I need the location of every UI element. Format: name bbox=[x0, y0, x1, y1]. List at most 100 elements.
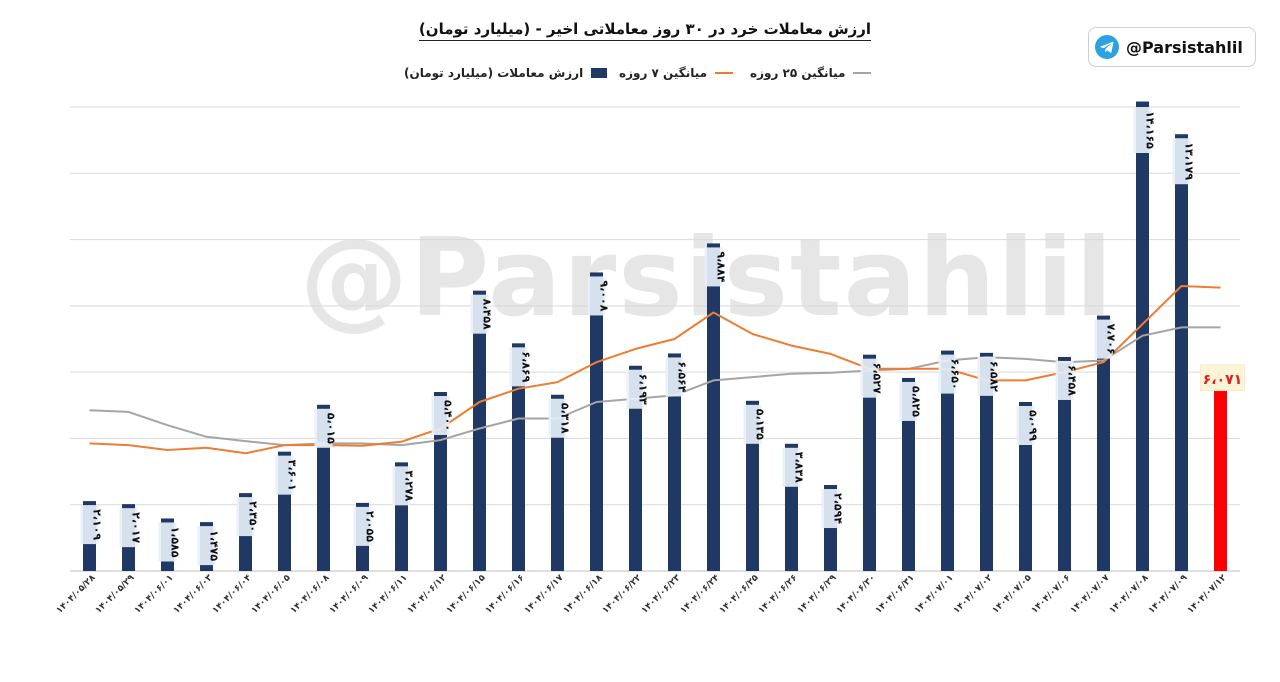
x-tick-label: ۱۴۰۴/۰۶/۰۹ bbox=[328, 573, 371, 616]
data-label-bg bbox=[119, 508, 138, 548]
data-label: ۶،۰۷۱ bbox=[1203, 372, 1243, 388]
legend-item-ma25: میانگین ۲۵ روزه bbox=[750, 66, 872, 80]
data-label: ۱۳،۱۷۹ bbox=[1183, 142, 1196, 180]
data-label: ۵،۱۳۵ bbox=[754, 409, 767, 440]
x-tick-label: ۱۴۰۴/۰۷/۰۶ bbox=[1030, 573, 1073, 616]
bar bbox=[590, 272, 603, 571]
data-label: ۵،۴۰۰ bbox=[442, 400, 455, 431]
data-label-bg bbox=[860, 358, 879, 398]
legend-item-bars: ارزش معاملات (میلیارد تومان) bbox=[404, 66, 608, 80]
data-label: ۶،۵۸۲ bbox=[988, 361, 1001, 392]
bar bbox=[629, 365, 642, 571]
legend-label-bars: ارزش معاملات (میلیارد تومان) bbox=[404, 66, 584, 80]
x-tick-label: ۱۴۰۴/۰۶/۰۸ bbox=[289, 573, 332, 616]
bar bbox=[1175, 134, 1188, 572]
data-label: ۶،۴۵۸ bbox=[1066, 365, 1079, 396]
legend: ارزش معاملات (میلیارد تومان) میانگین ۷ ر… bbox=[0, 64, 1280, 86]
data-label: ۲،۰۵۵ bbox=[364, 511, 377, 542]
x-tick-label: ۱۴۰۴/۰۶/۳۱ bbox=[874, 573, 917, 616]
data-label: ۹،۰۰۸ bbox=[598, 280, 611, 311]
data-label: ۵،۰۹۹ bbox=[1027, 410, 1040, 441]
data-label: ۶،۶۵۰ bbox=[949, 359, 962, 390]
legend-label-ma7: میانگین ۷ روزه bbox=[619, 66, 708, 80]
data-label-bg bbox=[197, 526, 216, 566]
x-tick-label: ۱۴۰۴/۰۶/۱۱ bbox=[367, 573, 410, 616]
data-label: ۲،۱۰۹ bbox=[91, 509, 104, 540]
data-label: ۶،۵۲۷ bbox=[871, 363, 884, 394]
x-tick-label: ۱۴۰۴/۰۷/۰۵ bbox=[991, 573, 1034, 616]
x-tick-label: ۱۴۰۴/۰۶/۲۵ bbox=[718, 573, 761, 616]
data-label: ۳،۲۷۸ bbox=[403, 470, 416, 501]
data-label-bg bbox=[353, 506, 372, 546]
data-label: ۶،۵۶۴ bbox=[676, 361, 689, 392]
legend-label-ma25: میانگین ۲۵ روزه bbox=[750, 66, 846, 80]
bar bbox=[902, 377, 915, 571]
data-label-bg bbox=[665, 357, 684, 397]
x-tick-label: ۱۴۰۴/۰۷/۰۸ bbox=[1108, 573, 1151, 616]
x-tick-label: ۱۴۰۴/۰۶/۲۶ bbox=[757, 573, 800, 616]
channel-handle: @Parsistahlil bbox=[1126, 37, 1243, 57]
data-label-bg bbox=[1016, 406, 1035, 446]
x-tick-label: ۱۴۰۴/۰۶/۱۶ bbox=[484, 573, 527, 616]
x-tick-label: ۱۴۰۴/۰۵/۲۸ bbox=[55, 573, 98, 616]
chart-title: ارزش معاملات خرد در ۳۰ روز معاملاتی اخیر… bbox=[0, 20, 1280, 41]
bar bbox=[1058, 356, 1071, 571]
x-tick-label: ۱۴۰۴/۰۶/۰۴ bbox=[211, 573, 254, 616]
data-label-bg bbox=[899, 381, 918, 421]
bar bbox=[863, 354, 876, 571]
data-label: ۱۴،۱۶۵ bbox=[1144, 111, 1157, 149]
data-label-bg bbox=[704, 247, 723, 287]
data-label-bg bbox=[1055, 360, 1074, 400]
ma25-line bbox=[89, 326, 1221, 447]
legend-swatch-bars bbox=[591, 68, 608, 78]
x-tick-label: ۱۴۰۴/۰۶/۲۹ bbox=[796, 573, 839, 616]
data-label: ۲،۳۵۰ bbox=[247, 501, 260, 532]
data-label-bg bbox=[314, 408, 333, 448]
data-label-bg bbox=[275, 455, 294, 495]
data-label-bg bbox=[938, 354, 957, 394]
data-label: ۶،۸۶۹ bbox=[520, 351, 533, 382]
x-tick-label: ۱۴۰۴/۰۶/۰۵ bbox=[250, 573, 293, 616]
data-label: ۳،۶۰۱ bbox=[286, 460, 299, 491]
telegram-icon bbox=[1095, 35, 1119, 59]
chart-title-text: ارزش معاملات خرد در ۳۰ روز معاملاتی اخیر… bbox=[418, 20, 872, 41]
x-tick-label: ۱۴۰۴/۰۶/۱۵ bbox=[445, 573, 488, 616]
data-label-bg bbox=[587, 276, 606, 316]
data-label: ۵،۳۱۸ bbox=[559, 403, 572, 434]
data-label: ۱،۴۷۵ bbox=[208, 530, 221, 561]
data-label-bg bbox=[782, 447, 801, 487]
data-label: ۸،۴۵۸ bbox=[481, 299, 494, 330]
data-label-bg bbox=[431, 396, 450, 436]
data-label-bg bbox=[1200, 364, 1245, 392]
data-label-bg bbox=[158, 522, 177, 562]
data-label-bg bbox=[80, 505, 99, 545]
data-label-bg bbox=[821, 489, 840, 529]
data-label-bg bbox=[236, 497, 255, 537]
data-label-bg bbox=[548, 398, 567, 438]
x-tick-label: ۱۴۰۴/۰۶/۰۳ bbox=[172, 573, 215, 616]
x-tick-label: ۱۴۰۴/۰۶/۲۳ bbox=[640, 573, 683, 616]
legend-item-ma7: میانگین ۷ روزه bbox=[619, 66, 734, 80]
data-label: ۱،۵۸۵ bbox=[169, 526, 182, 557]
ma7-line bbox=[89, 285, 1221, 455]
bar bbox=[980, 352, 993, 571]
bar bbox=[1097, 315, 1110, 571]
data-label: ۵،۰۱۵ bbox=[325, 413, 338, 444]
bar bbox=[473, 290, 486, 571]
legend-swatch-ma7 bbox=[715, 72, 734, 74]
bar bbox=[707, 243, 720, 571]
x-tick-label: ۱۴۰۴/۰۶/۲۲ bbox=[601, 573, 644, 616]
x-tick-label: ۱۴۰۴/۰۶/۳۰ bbox=[835, 573, 878, 616]
x-tick-label: ۱۴۰۴/۰۷/۱۲ bbox=[1186, 573, 1229, 616]
x-tick-label: ۱۴۰۴/۰۷/۰۲ bbox=[952, 573, 995, 616]
bar bbox=[551, 394, 564, 571]
data-label-bg bbox=[1133, 107, 1152, 153]
x-tick-label: ۱۴۰۴/۰۶/۱۲ bbox=[406, 573, 449, 616]
data-label-bg bbox=[470, 294, 489, 334]
legend-swatch-ma25 bbox=[853, 72, 872, 74]
data-label-bg bbox=[1172, 138, 1191, 185]
data-label: ۲،۵۹۴ bbox=[832, 493, 845, 524]
data-label-bg bbox=[626, 369, 645, 409]
x-tick-label: ۱۴۰۴/۰۶/۱۸ bbox=[562, 573, 605, 616]
data-label: ۳،۸۳۸ bbox=[793, 452, 806, 483]
